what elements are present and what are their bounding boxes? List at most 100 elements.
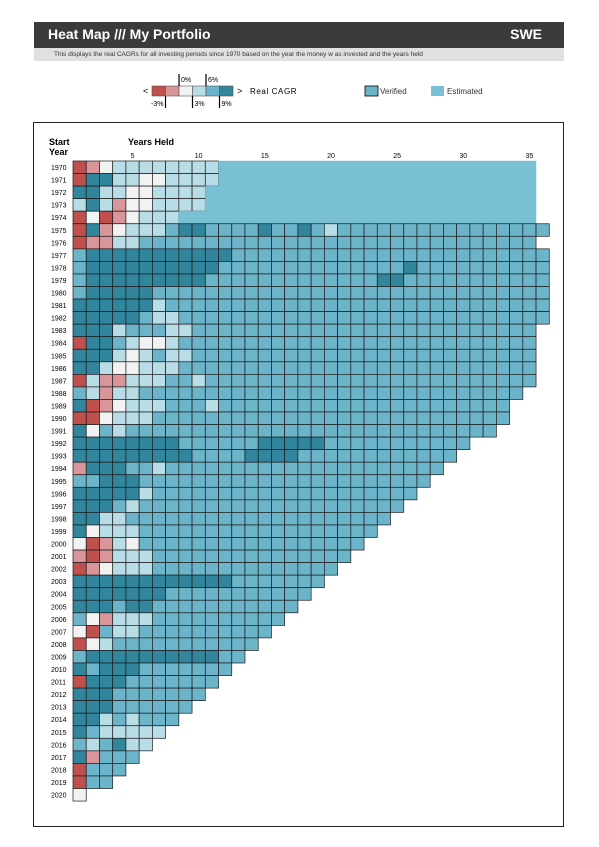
- heatmap-cell: [297, 311, 312, 325]
- heatmap-cell: [178, 650, 193, 664]
- heatmap-cell: [350, 512, 365, 526]
- heatmap-cell: [337, 298, 352, 312]
- heatmap-cell: [376, 449, 391, 463]
- heatmap-cell: [244, 185, 259, 199]
- heatmap-cell: [178, 449, 193, 463]
- heatmap-cell: [390, 273, 405, 287]
- heatmap-cell: [178, 574, 193, 589]
- heatmap-cell: [310, 486, 325, 501]
- heatmap-cell: [350, 286, 365, 300]
- heatmap-cell: [191, 662, 206, 676]
- legend-left-arrow: <: [143, 86, 148, 96]
- heatmap-cell: [284, 361, 299, 375]
- heatmap-cell: [85, 436, 100, 451]
- heatmap-cell: [204, 248, 219, 262]
- heatmap-cell: [271, 160, 285, 174]
- heatmap-cell: [178, 210, 193, 224]
- heatmap-cell: [244, 235, 259, 250]
- heatmap-cell: [363, 348, 378, 363]
- heatmap-cell: [112, 436, 127, 451]
- heatmap-cell: [271, 512, 286, 526]
- heatmap-cell: [178, 323, 193, 338]
- heatmap-cell: [376, 223, 391, 237]
- heatmap-cell: [138, 687, 153, 701]
- heatmap-cell: [363, 173, 378, 187]
- heatmap-cell: [125, 411, 140, 425]
- heatmap-cell: [138, 210, 153, 225]
- heatmap-cell: [350, 486, 365, 501]
- heatmap-cell: [99, 587, 114, 601]
- heatmap-cell: [443, 424, 458, 438]
- heatmap-cell: [218, 461, 233, 476]
- y-tick-label: 2019: [51, 780, 67, 787]
- heatmap-cell: [125, 725, 140, 739]
- y-tick-label: 2017: [51, 755, 67, 762]
- heatmap-cell: [191, 173, 206, 187]
- heatmap-cell: [85, 625, 100, 639]
- heatmap-cell: [469, 348, 484, 363]
- heatmap-cell: [509, 323, 524, 338]
- heatmap-cell: [350, 524, 365, 538]
- heatmap-cell: [152, 348, 166, 363]
- heatmap-cell: [204, 298, 219, 312]
- legend-swatch: [165, 85, 180, 97]
- heatmap-cell: [310, 210, 325, 224]
- heatmap-cell: [112, 650, 127, 664]
- heatmap-cell: [509, 273, 524, 287]
- heatmap-cell: [324, 374, 338, 388]
- heatmap-cell: [456, 323, 471, 338]
- heatmap-cell: [138, 424, 153, 438]
- heatmap-cell: [390, 449, 405, 463]
- heatmap-cell: [231, 298, 246, 312]
- heatmap-cell: [482, 223, 497, 237]
- heatmap-cell: [390, 223, 405, 237]
- heatmap-cell: [165, 662, 180, 676]
- heatmap-cell: [456, 198, 471, 212]
- heatmap-cell: [125, 399, 140, 413]
- heatmap-cell: [284, 248, 299, 262]
- y-tick-label: 2000: [51, 542, 67, 549]
- heatmap-cell: [271, 574, 286, 589]
- heatmap-cell: [363, 374, 378, 388]
- heatmap-cell: [138, 662, 153, 676]
- heatmap-cell: [152, 512, 166, 526]
- heatmap-cell: [178, 374, 193, 388]
- heatmap-cell: [257, 436, 272, 451]
- heatmap-cell: [72, 273, 87, 287]
- heatmap-cell: [99, 298, 114, 312]
- heatmap-cell: [99, 386, 114, 400]
- heatmap-cell: [390, 461, 405, 476]
- heatmap-cell: [482, 336, 497, 350]
- heatmap-cell: [231, 311, 246, 325]
- heatmap-cell: [271, 399, 286, 413]
- heatmap-cell: [257, 424, 272, 438]
- heatmap-cell: [310, 374, 325, 388]
- heatmap-cell: [271, 286, 286, 300]
- heatmap-cell: [297, 173, 312, 187]
- heatmap-cell: [350, 374, 365, 388]
- heatmap-cell: [99, 562, 114, 576]
- y-tick-label: 1972: [51, 190, 67, 197]
- heatmap-cell: [138, 248, 153, 262]
- heatmap-cell: [72, 323, 87, 338]
- heatmap-cell: [443, 173, 457, 187]
- heatmap-cell: [297, 411, 312, 425]
- heatmap-cell: [218, 248, 233, 262]
- heatmap-cell: [258, 185, 272, 199]
- heatmap-cell: [258, 210, 272, 224]
- heatmap-cell: [138, 737, 153, 752]
- heatmap-cell: [138, 399, 153, 413]
- x-tick-label: 10: [195, 153, 203, 160]
- heatmap-cell: [152, 549, 166, 563]
- heatmap-cell: [284, 424, 299, 438]
- y-tick-label: 1994: [51, 466, 67, 473]
- heatmap-cell: [191, 687, 206, 701]
- heatmap-cell: [85, 750, 100, 764]
- heatmap-cell: [443, 210, 457, 224]
- heatmap-cell: [416, 336, 431, 350]
- x-tick-label: 35: [526, 153, 534, 160]
- heatmap-cell: [72, 235, 87, 250]
- heatmap-cell: [337, 399, 352, 413]
- heatmap-cell: [284, 235, 299, 250]
- heatmap-cell: [99, 763, 114, 777]
